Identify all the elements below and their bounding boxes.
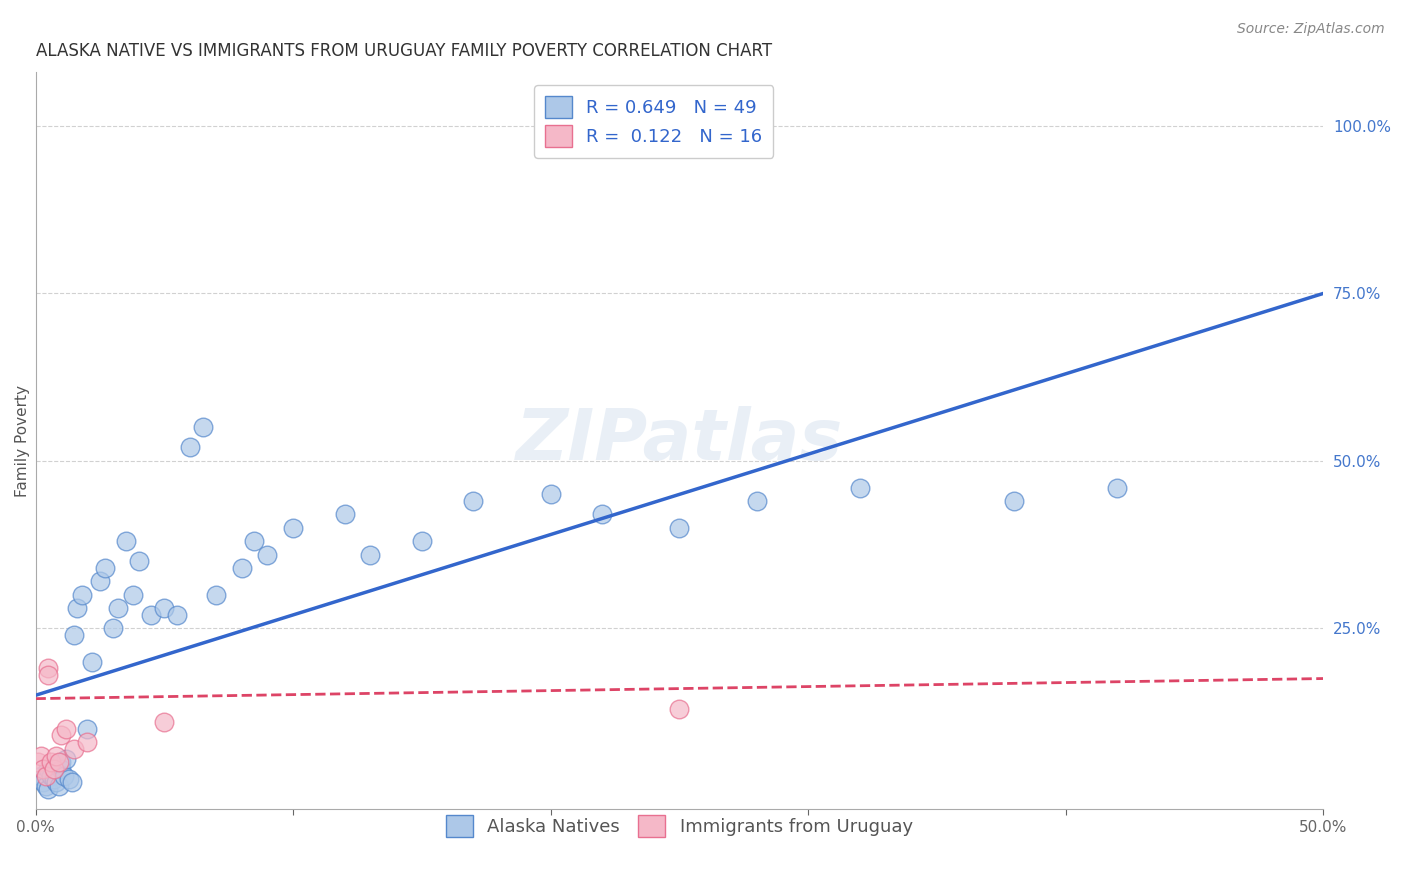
- Point: [63, 628, 86, 642]
- Point: [848, 481, 870, 495]
- Y-axis label: Family Poverty: Family Poverty: [15, 384, 30, 497]
- Legend: Alaska Natives, Immigrants from Uruguay: Alaska Natives, Immigrants from Uruguay: [439, 808, 920, 845]
- Point: [51, 756, 73, 770]
- Point: [66, 601, 89, 615]
- Point: [166, 607, 188, 622]
- Point: [48, 779, 70, 793]
- Point: [45, 748, 67, 763]
- Point: [39, 769, 62, 783]
- Point: [82, 655, 104, 669]
- Point: [153, 601, 176, 615]
- Point: [359, 548, 381, 562]
- Point: [30, 748, 52, 763]
- Point: [32, 775, 55, 789]
- Point: [591, 508, 613, 522]
- Point: [205, 588, 228, 602]
- Point: [60, 775, 83, 789]
- Point: [37, 668, 59, 682]
- Point: [122, 588, 145, 602]
- Point: [1002, 494, 1025, 508]
- Text: Source: ZipAtlas.com: Source: ZipAtlas.com: [1237, 22, 1385, 37]
- Point: [37, 661, 59, 675]
- Point: [153, 714, 176, 729]
- Point: [35, 769, 58, 783]
- Point: [55, 752, 77, 766]
- Point: [58, 772, 80, 786]
- Point: [94, 561, 117, 575]
- Point: [76, 722, 98, 736]
- Point: [540, 487, 562, 501]
- Point: [42, 762, 65, 776]
- Point: [30, 769, 52, 783]
- Point: [63, 742, 86, 756]
- Point: [1107, 481, 1129, 495]
- Point: [101, 621, 124, 635]
- Point: [243, 534, 266, 549]
- Point: [51, 762, 73, 776]
- Point: [37, 782, 59, 797]
- Point: [281, 521, 304, 535]
- Point: [45, 775, 67, 789]
- Point: [179, 441, 201, 455]
- Point: [668, 521, 690, 535]
- Point: [668, 701, 690, 715]
- Point: [231, 561, 253, 575]
- Point: [411, 534, 433, 549]
- Point: [35, 779, 58, 793]
- Point: [52, 769, 75, 783]
- Point: [55, 722, 77, 736]
- Point: [51, 729, 73, 743]
- Point: [128, 554, 150, 568]
- Point: [114, 534, 136, 549]
- Point: [141, 607, 163, 622]
- Point: [89, 574, 111, 589]
- Point: [463, 494, 485, 508]
- Point: [76, 735, 98, 749]
- Point: [107, 601, 129, 615]
- Point: [42, 772, 65, 786]
- Point: [745, 494, 768, 508]
- Point: [333, 508, 356, 522]
- Point: [70, 588, 93, 602]
- Point: [191, 420, 214, 434]
- Text: ZIPatlas: ZIPatlas: [516, 406, 844, 475]
- Point: [32, 762, 55, 776]
- Point: [37, 762, 59, 776]
- Point: [48, 756, 70, 770]
- Point: [27, 756, 49, 770]
- Point: [256, 548, 278, 562]
- Text: ALASKA NATIVE VS IMMIGRANTS FROM URUGUAY FAMILY POVERTY CORRELATION CHART: ALASKA NATIVE VS IMMIGRANTS FROM URUGUAY…: [35, 42, 772, 60]
- Point: [39, 756, 62, 770]
